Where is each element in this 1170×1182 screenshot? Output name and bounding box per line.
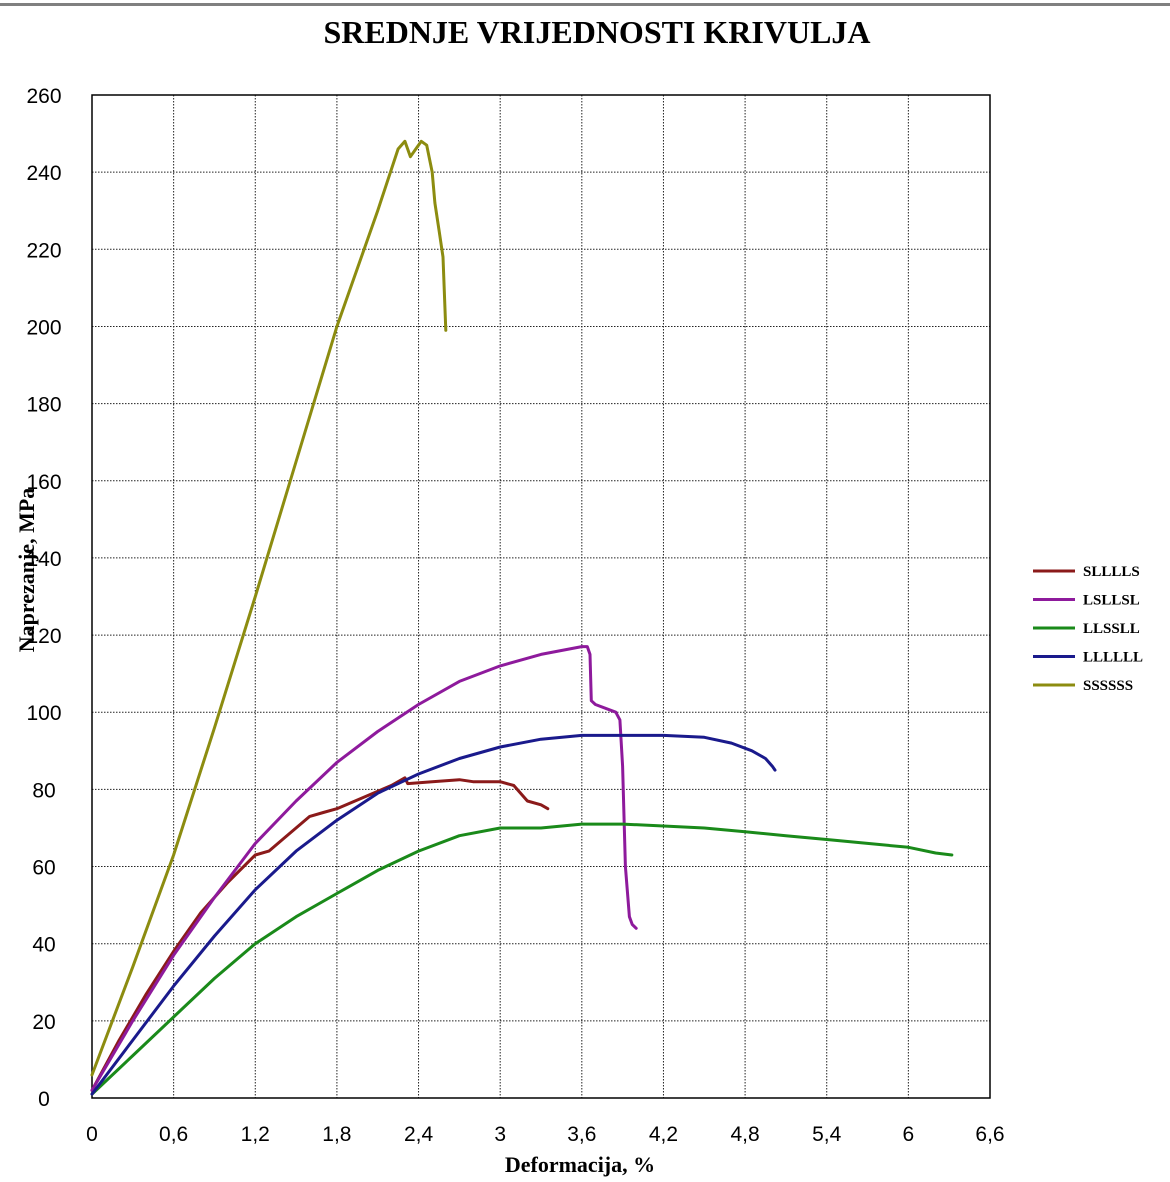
x-tick-label: 4,8 [730, 1123, 759, 1146]
legend-label: SSSSSS [1083, 678, 1133, 694]
legend-label: LLLLLL [1083, 650, 1143, 666]
x-tick-label: 1,2 [241, 1123, 270, 1146]
y-tick-label: 180 [26, 394, 61, 417]
y-tick-label: 60 [32, 857, 55, 880]
y-tick-label: 160 [26, 471, 61, 494]
plot-frame [91, 94, 991, 1099]
x-tick-label: 3 [494, 1123, 506, 1146]
series-line-ssssss [90, 139, 448, 1077]
x-tick-label: 4,2 [649, 1123, 678, 1146]
grid-lines [92, 95, 990, 1098]
y-tick-label: 20 [32, 1011, 55, 1034]
x-tick-labels: 0 0,6 1,2 1,8 2,4 3 3,6 4,2 4,8 5,4 6 6,6 [86, 1123, 1004, 1146]
x-tick-label: 1,8 [322, 1123, 351, 1146]
series-line-llssll [90, 822, 954, 1096]
y-tick-labels: 0 20 40 60 80 100 120 140 160 180 200 220 240 260 [26, 85, 61, 1111]
y-tick-label: 260 [26, 85, 61, 108]
legend: SLLLLS LSLLSL LLSSLL LLLLLL SSSSSS [1033, 564, 1143, 694]
y-tick-label: 100 [26, 702, 61, 725]
y-tick-label: 80 [32, 779, 55, 802]
x-axis-title: Deformacija, % [505, 1152, 655, 1177]
y-tick-label: 0 [38, 1088, 50, 1111]
legend-label: LSLLSL [1083, 593, 1140, 609]
x-tick-label: 0 [86, 1123, 98, 1146]
x-tick-label: 0,6 [159, 1123, 188, 1146]
y-tick-label: 120 [26, 625, 61, 648]
y-tick-label: 140 [26, 548, 61, 571]
series-line-slllls [90, 776, 550, 1092]
series-line-llllll [90, 733, 777, 1096]
y-tick-label: 40 [32, 934, 55, 957]
series-lines [90, 139, 954, 1096]
series-line-lsllsl [90, 645, 638, 1092]
y-axis-title: Naprezanje, MPa [14, 488, 39, 653]
x-tick-label: 6 [903, 1123, 915, 1146]
x-tick-label: 3,6 [567, 1123, 596, 1146]
legend-label: SLLLLS [1083, 564, 1140, 580]
legend-label: LLSSLL [1083, 621, 1140, 637]
y-tick-label: 240 [26, 162, 61, 185]
x-tick-label: 5,4 [812, 1123, 842, 1146]
y-tick-label: 200 [26, 316, 61, 339]
x-tick-label: 6,6 [975, 1123, 1004, 1146]
chart-title: SREDNJE VRIJEDNOSTI KRIVULJA [323, 14, 870, 50]
y-tick-label: 220 [26, 239, 61, 262]
top-border-line [0, 3, 1170, 6]
x-tick-label: 2,4 [404, 1123, 434, 1146]
